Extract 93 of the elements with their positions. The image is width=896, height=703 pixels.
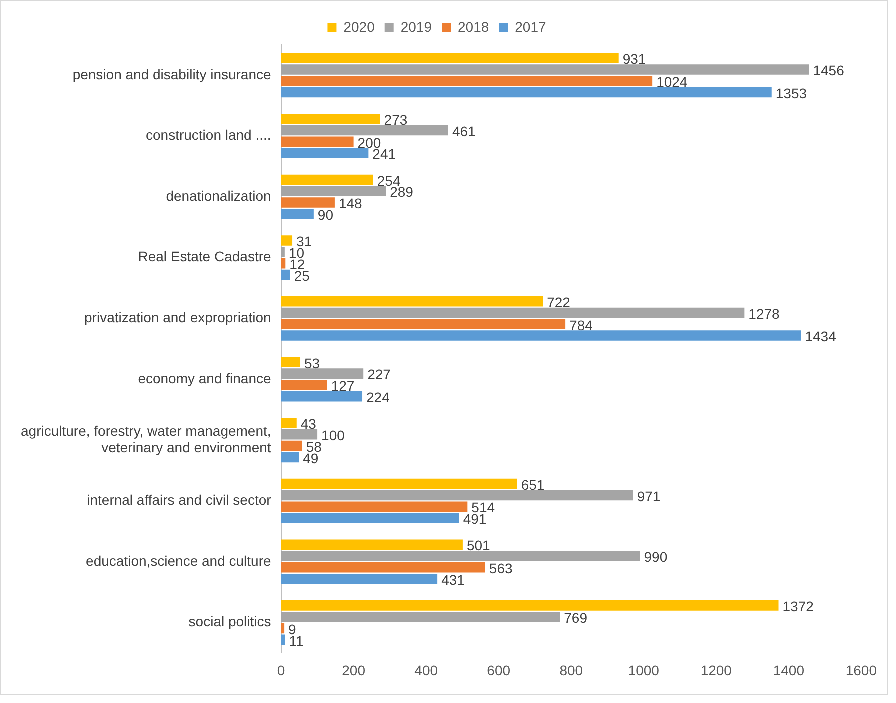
- y-tick-label: privatization and expropriation: [84, 310, 272, 326]
- data-label: 971: [637, 488, 661, 504]
- bar: [281, 418, 297, 428]
- bar: [281, 540, 463, 550]
- legend-label: 2017: [515, 18, 547, 35]
- bar: [281, 490, 634, 501]
- x-tick-label: 600: [487, 662, 511, 678]
- data-label: 1456: [813, 62, 845, 79]
- data-label: 90: [318, 207, 334, 224]
- data-label: 1353: [776, 85, 808, 102]
- x-tick-label: 400: [414, 662, 438, 678]
- data-label: 53: [304, 355, 320, 372]
- data-label: 224: [366, 389, 390, 406]
- bar: [281, 600, 779, 611]
- bar: [281, 125, 448, 136]
- y-tick-label: pension and disability insurance: [72, 66, 272, 82]
- data-label: 148: [338, 196, 363, 212]
- bar: [281, 136, 354, 148]
- x-tick-label: 1400: [773, 662, 805, 678]
- bar: [281, 296, 544, 307]
- data-label: 501: [466, 538, 491, 554]
- data-label: 722: [547, 294, 571, 310]
- bar: [281, 174, 374, 186]
- y-tick-label: economy and finance: [138, 370, 272, 386]
- bar: [281, 64, 810, 75]
- bar: [281, 330, 802, 341]
- data-label: 127: [331, 378, 355, 394]
- bar: [281, 478, 518, 490]
- bar: [281, 452, 300, 463]
- bar: [281, 53, 619, 64]
- data-label: 200: [358, 134, 382, 151]
- bar: [281, 76, 653, 86]
- bar: [281, 87, 772, 98]
- bar: [281, 429, 318, 440]
- bar: [281, 319, 566, 330]
- x-tick-label: 200: [342, 662, 366, 678]
- data-label: 563: [489, 560, 513, 577]
- bar: [281, 308, 745, 318]
- data-label: 491: [463, 511, 487, 528]
- bar: [281, 574, 438, 584]
- y-tick-label: construction land ....: [146, 127, 272, 144]
- data-label: 1434: [805, 328, 837, 345]
- data-label: 43: [300, 416, 317, 432]
- data-label: 254: [377, 172, 401, 189]
- bar: [281, 502, 468, 512]
- x-tick-label: 1200: [700, 662, 732, 678]
- bar: [281, 623, 285, 634]
- legend-label: 2020: [344, 18, 376, 35]
- data-label: 431: [442, 572, 466, 588]
- data-label: 461: [452, 123, 476, 140]
- y-tick-label: education,science and culture: [86, 552, 272, 569]
- data-label: 1278: [748, 306, 780, 322]
- bar: [281, 357, 301, 368]
- data-label: 273: [384, 112, 408, 128]
- y-tick-label: Real Estate Cadastre: [138, 248, 272, 265]
- bar: [281, 612, 560, 622]
- data-label: 227: [368, 366, 392, 383]
- bar: [281, 513, 460, 524]
- bar: [281, 440, 302, 452]
- data-label: 100: [322, 427, 346, 444]
- bar: [281, 391, 363, 402]
- data-label: 784: [570, 317, 594, 334]
- bar: [281, 562, 486, 573]
- bar: [281, 209, 314, 220]
- data-label: 931: [622, 51, 646, 68]
- y-tick-label: social politics: [188, 614, 272, 630]
- legend-label: 2019: [400, 18, 432, 35]
- bar: [281, 236, 293, 246]
- data-label: 1024: [656, 74, 688, 90]
- bar: [281, 114, 380, 124]
- x-tick-label: 1600: [846, 662, 878, 678]
- x-tick-label: 1000: [628, 662, 660, 678]
- data-label: 651: [521, 476, 545, 493]
- y-tick-label: denationalization: [166, 188, 272, 204]
- bar: [281, 186, 386, 196]
- data-label: 58: [306, 438, 322, 455]
- bar: [281, 380, 328, 390]
- bar: [281, 270, 290, 280]
- bar: [281, 634, 286, 646]
- y-tick-label: agriculture, forestry, water management, veterinary and environment: [20, 422, 272, 456]
- data-label: 9: [288, 621, 297, 638]
- x-tick-label: 0: [277, 662, 286, 678]
- y-tick-label: internal affairs and civil sector: [87, 492, 272, 508]
- bar: [281, 368, 364, 379]
- data-label: 769: [564, 610, 588, 626]
- x-tick-label: 800: [560, 662, 584, 678]
- legend-label: 2018: [458, 18, 490, 35]
- data-label: 1372: [782, 598, 814, 615]
- bar: [281, 148, 369, 158]
- bar: [281, 551, 640, 562]
- bar: [281, 247, 285, 258]
- bar: [281, 198, 335, 208]
- data-label: 990: [644, 549, 668, 566]
